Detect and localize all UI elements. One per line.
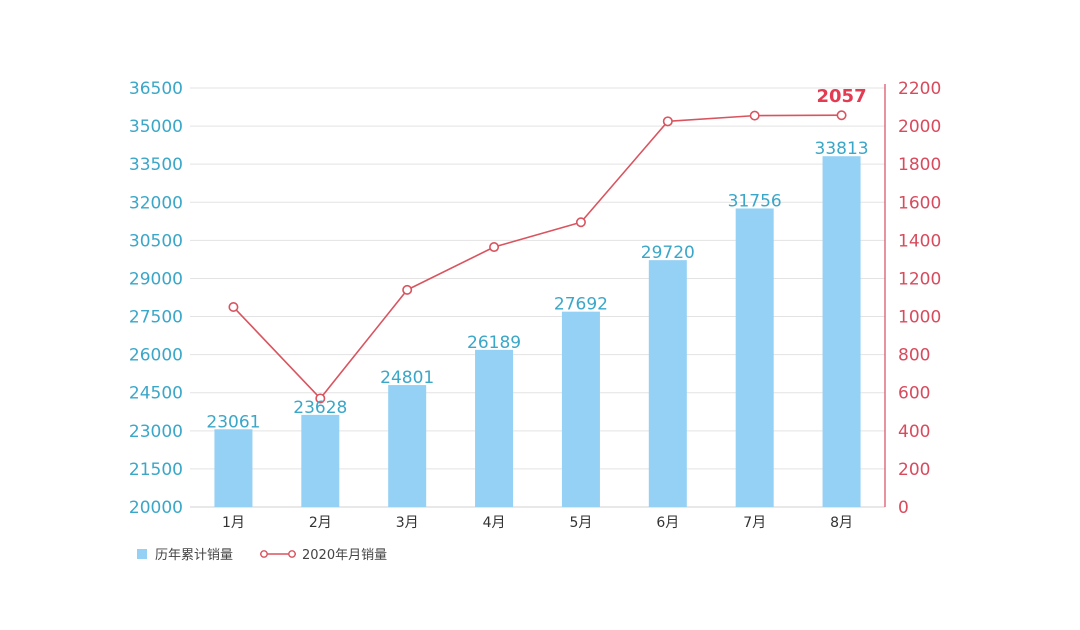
left-y-tick-label: 35000 xyxy=(129,117,183,137)
right-y-tick-label: 1600 xyxy=(898,193,941,213)
bar xyxy=(214,429,253,507)
bar xyxy=(475,349,514,507)
line-point xyxy=(836,110,847,121)
bar-value-label: 27692 xyxy=(554,295,608,315)
left-y-tick-label: 23000 xyxy=(129,422,183,442)
left-y-tick-label: 33500 xyxy=(129,155,183,175)
x-tick-label: 8月 xyxy=(830,515,853,531)
bar-value-label: 29720 xyxy=(641,243,695,263)
bar xyxy=(648,260,687,507)
left-y-tick-label: 24500 xyxy=(129,384,183,404)
bars-layer xyxy=(214,156,861,507)
legend-line-point xyxy=(288,550,296,558)
bar-value-label: 24801 xyxy=(380,368,434,388)
bar-value-label: 26189 xyxy=(467,333,521,353)
right-y-tick-label: 1200 xyxy=(898,269,941,289)
right-y-tick-label: 200 xyxy=(898,460,930,480)
x-tick-label: 4月 xyxy=(483,515,506,531)
right-y-tick-label: 800 xyxy=(898,346,930,366)
line-point xyxy=(662,116,673,127)
labels-layer: 23061 23628 24801 26189 27692 29720 31756 33813… xyxy=(206,86,868,432)
right-y-tick-label: 1800 xyxy=(898,155,941,175)
x-tick-label: 2月 xyxy=(309,515,332,531)
legend-bar-swatch xyxy=(137,549,147,559)
left-y-tick-label: 20000 xyxy=(129,498,183,518)
line-series xyxy=(232,114,843,400)
axes-layer: 2000021500230002450026000275002900030500… xyxy=(129,79,941,531)
left-y-tick-label: 36500 xyxy=(129,79,183,99)
line-point xyxy=(489,242,500,253)
line-point xyxy=(402,284,413,295)
legend-bar-label: 历年累计销量 xyxy=(155,548,233,563)
points-layer xyxy=(228,110,847,404)
line-value-label: 2057 xyxy=(817,86,867,107)
left-y-tick-label: 21500 xyxy=(129,460,183,480)
right-y-tick-label: 600 xyxy=(898,384,930,404)
bar xyxy=(735,208,774,507)
left-y-tick-label: 29000 xyxy=(129,269,183,289)
left-y-tick-label: 30500 xyxy=(129,231,183,251)
x-tick-label: 7月 xyxy=(743,515,766,531)
bar xyxy=(822,156,861,507)
line-point xyxy=(228,302,239,313)
x-tick-label: 3月 xyxy=(396,515,419,531)
x-tick-label: 5月 xyxy=(569,515,592,531)
legend-layer: 历年累计销量 2020年月销量 xyxy=(137,548,387,563)
line-point xyxy=(315,393,326,404)
bar-value-label: 23061 xyxy=(206,412,260,432)
right-y-tick-label: 2200 xyxy=(898,79,941,99)
bar-value-label: 23628 xyxy=(293,398,347,418)
bar-value-label: 31756 xyxy=(728,191,782,211)
bar xyxy=(561,311,600,507)
x-tick-label: 6月 xyxy=(656,515,679,531)
right-y-tick-label: 1400 xyxy=(898,231,941,251)
left-y-tick-label: 32000 xyxy=(129,193,183,213)
x-tick-label: 1月 xyxy=(222,515,245,531)
bar xyxy=(388,385,427,507)
bar xyxy=(301,414,340,507)
line-point xyxy=(575,217,586,228)
right-y-tick-label: 2000 xyxy=(898,117,941,137)
right-y-tick-label: 1000 xyxy=(898,308,941,328)
line-layer xyxy=(232,114,843,400)
grid-layer xyxy=(190,87,885,508)
legend-line-label: 2020年月销量 xyxy=(302,548,387,563)
line-point xyxy=(749,110,760,121)
right-y-tick-label: 400 xyxy=(898,422,930,442)
bar-value-label: 33813 xyxy=(815,139,869,159)
right-y-tick-label: 0 xyxy=(898,498,909,518)
left-y-tick-label: 26000 xyxy=(129,346,183,366)
left-y-tick-label: 27500 xyxy=(129,308,183,328)
legend-line-point xyxy=(260,550,268,558)
